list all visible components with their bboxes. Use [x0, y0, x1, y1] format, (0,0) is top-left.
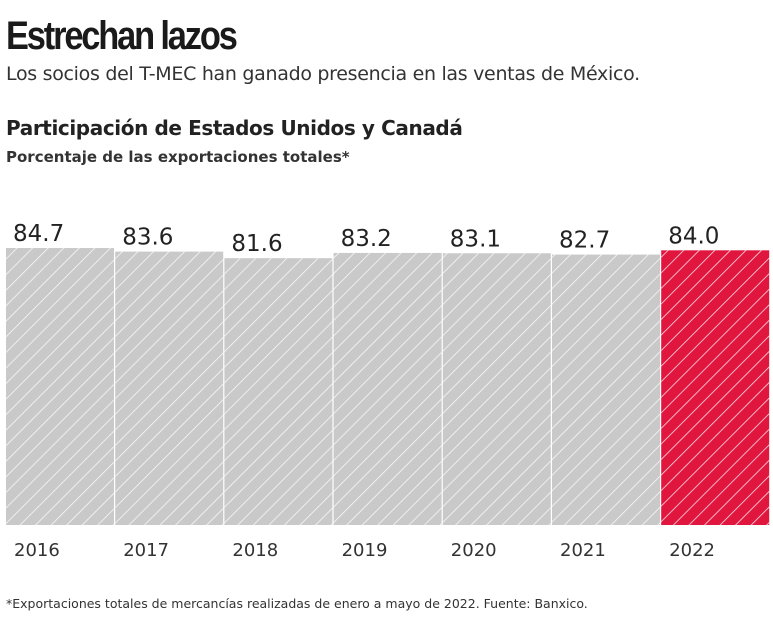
x-tick-label-2019: 2019 [342, 540, 388, 561]
data-label-2017: 83.6 [122, 225, 173, 251]
bar-hatch-2022 [661, 250, 770, 525]
data-label-2021: 82.7 [559, 228, 610, 254]
bar-hatch-2017 [115, 251, 224, 526]
bar-hatch-2020 [442, 253, 551, 525]
bar-hatch-2018 [224, 258, 333, 525]
x-tick-label-2020: 2020 [451, 540, 497, 561]
headline: Estrechan lazos [6, 14, 238, 58]
data-label-2018: 81.6 [231, 231, 282, 257]
chart-title: Participación de Estados Unidos y Canadá [6, 116, 463, 140]
x-tick-label-2022: 2022 [669, 540, 715, 561]
data-label-2016: 84.7 [13, 221, 64, 247]
footnote: *Exportaciones totales de mercancías rea… [6, 596, 588, 611]
x-tick-label-2016: 2016 [14, 540, 60, 561]
data-label-2022: 84.0 [668, 223, 719, 249]
subheadline: Los socios del T-MEC han ganado presenci… [6, 63, 640, 85]
x-tick-label-2018: 2018 [232, 540, 278, 561]
data-label-2019: 83.2 [341, 226, 392, 252]
data-label-2020: 83.1 [450, 226, 501, 252]
bar-hatch-2016 [6, 248, 114, 525]
bar-hatch-2019 [333, 252, 442, 525]
x-tick-label-2021: 2021 [560, 540, 606, 561]
bar-hatch-2021 [552, 254, 660, 526]
chart-subtitle: Porcentaje de las exportaciones totales* [6, 148, 350, 166]
x-tick-label-2017: 2017 [123, 540, 169, 561]
